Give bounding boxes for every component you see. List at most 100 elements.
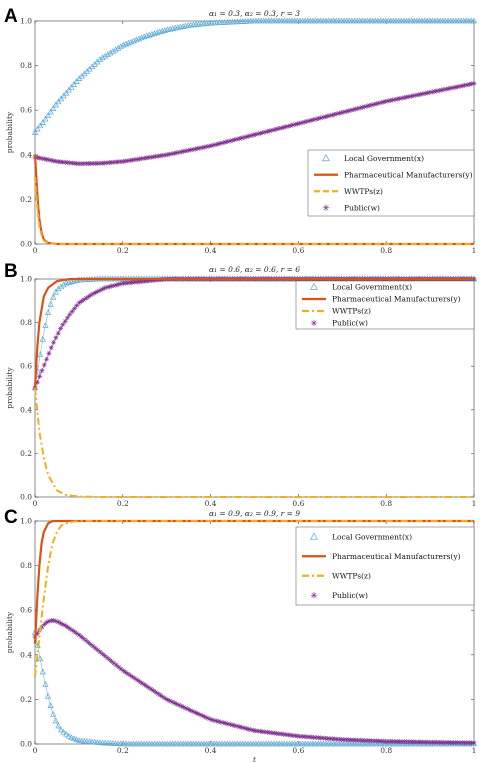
data-point xyxy=(320,114,326,120)
data-point xyxy=(117,43,124,50)
data-point xyxy=(188,147,194,153)
data-point xyxy=(372,17,379,24)
data-point xyxy=(416,17,423,24)
data-point xyxy=(247,740,254,747)
data-point xyxy=(252,740,259,747)
data-point xyxy=(441,87,447,93)
data-point xyxy=(346,108,352,114)
x-tick-label: 0 xyxy=(33,746,38,755)
data-point xyxy=(439,17,446,24)
data-point xyxy=(343,108,349,114)
data-point xyxy=(167,698,173,704)
x-tick-label: 0.6 xyxy=(292,746,304,755)
data-point xyxy=(267,128,273,134)
data-point xyxy=(302,17,309,24)
legend-box xyxy=(307,149,475,217)
data-point xyxy=(283,17,291,24)
data-point xyxy=(312,740,319,747)
y-axis-label: probability xyxy=(5,111,14,153)
data-point xyxy=(88,641,94,647)
data-point xyxy=(106,284,112,290)
data-point xyxy=(62,623,68,629)
data-point xyxy=(246,133,252,139)
x-tick-label: 0 xyxy=(33,246,38,255)
data-point xyxy=(380,99,386,105)
data-point xyxy=(60,728,67,735)
data-point xyxy=(278,125,284,131)
data-point xyxy=(399,95,405,101)
data-point xyxy=(334,111,340,117)
y-tick-label: 0.0 xyxy=(20,493,32,502)
data-point xyxy=(57,95,65,102)
data-point xyxy=(335,17,343,24)
data-point xyxy=(390,17,397,24)
data-point xyxy=(257,17,265,24)
data-point xyxy=(350,107,356,113)
data-point xyxy=(309,17,317,24)
x-tick-label: 0 xyxy=(33,499,38,508)
data-point xyxy=(285,123,291,129)
data-point xyxy=(37,122,44,129)
data-point xyxy=(150,154,156,160)
data-point xyxy=(278,17,285,24)
data-point xyxy=(450,85,456,91)
data-point xyxy=(190,740,197,747)
legend-entry-pharmaceutical-manufacturers: Pharmaceutical Manufacturers(y) xyxy=(302,552,461,561)
data-point xyxy=(408,17,415,24)
data-point xyxy=(97,287,103,293)
data-point xyxy=(406,94,412,100)
data-point xyxy=(85,639,91,645)
data-point xyxy=(317,17,324,24)
data-point xyxy=(55,619,61,625)
chart-title: α₁ = 0.3, α₂ = 0.3, r = 3 xyxy=(209,9,300,18)
data-point xyxy=(322,114,328,120)
data-point xyxy=(47,108,54,115)
data-point xyxy=(304,118,310,124)
data-point xyxy=(155,691,161,697)
data-point xyxy=(42,115,49,122)
data-point xyxy=(413,17,420,24)
x-tick-label: 0.8 xyxy=(380,746,392,755)
data-point xyxy=(171,150,177,156)
data-point xyxy=(146,740,153,747)
data-point xyxy=(359,17,366,24)
data-point xyxy=(198,740,205,747)
data-point xyxy=(174,150,180,156)
data-point xyxy=(463,17,470,24)
data-point xyxy=(264,128,270,135)
data-point xyxy=(222,720,228,726)
data-point xyxy=(401,95,407,101)
data-point xyxy=(225,138,231,145)
data-point xyxy=(464,82,470,88)
data-point xyxy=(112,46,119,53)
data-point xyxy=(39,335,46,342)
data-point xyxy=(160,152,166,158)
data-point xyxy=(424,17,431,24)
data-point xyxy=(204,715,210,721)
data-point xyxy=(422,90,428,96)
data-point xyxy=(62,318,68,324)
data-point xyxy=(141,682,147,688)
data-point xyxy=(42,681,49,687)
data-point xyxy=(403,17,410,24)
data-point xyxy=(150,688,156,694)
data-point xyxy=(338,17,345,24)
data-point xyxy=(438,87,445,93)
data-point xyxy=(236,724,242,730)
data-point xyxy=(442,17,449,24)
data-point xyxy=(286,17,293,24)
data-point xyxy=(315,115,321,122)
data-point xyxy=(315,740,322,747)
series-line xyxy=(34,520,474,678)
legend-swatch xyxy=(310,591,318,599)
y-tick-label: 0.0 xyxy=(20,240,32,249)
data-point xyxy=(37,155,43,161)
legend-swatch xyxy=(322,153,330,162)
data-point xyxy=(296,17,304,24)
data-point xyxy=(162,695,168,701)
data-point xyxy=(339,110,345,116)
data-point xyxy=(50,105,57,111)
data-point xyxy=(215,141,222,147)
data-point xyxy=(328,17,335,24)
data-point xyxy=(52,717,59,724)
